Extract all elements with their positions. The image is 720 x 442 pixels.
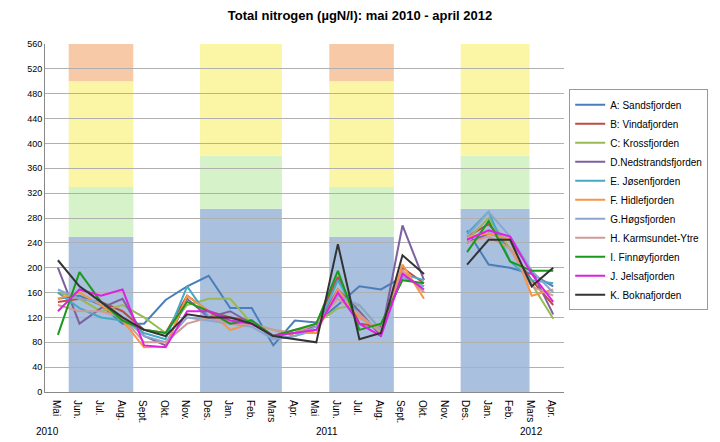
svg-text:Sept.: Sept. xyxy=(137,400,148,423)
svg-text:Jan.: Jan. xyxy=(223,400,234,419)
svg-text:Feb.: Feb. xyxy=(245,400,256,420)
svg-text:Jun.: Jun. xyxy=(72,400,83,419)
svg-text:I. Finnøyfjorden: I. Finnøyfjorden xyxy=(610,252,679,263)
svg-text:H. Karmsundet-Ytre: H. Karmsundet-Ytre xyxy=(610,233,699,244)
svg-text:F. Hidlefjorden: F. Hidlefjorden xyxy=(610,195,674,206)
svg-text:Feb.: Feb. xyxy=(503,400,514,420)
svg-text:200: 200 xyxy=(27,263,42,273)
svg-text:520: 520 xyxy=(27,64,42,74)
svg-text:Jul.: Jul. xyxy=(94,400,105,416)
svg-text:Jun.: Jun. xyxy=(331,400,342,419)
svg-text:40: 40 xyxy=(32,362,42,372)
svg-text:2010: 2010 xyxy=(36,426,59,437)
svg-text:Des.: Des. xyxy=(460,400,471,421)
svg-text:120: 120 xyxy=(27,313,42,323)
svg-text:Mars: Mars xyxy=(266,400,277,422)
svg-text:A: Sandsfjorden: A: Sandsfjorden xyxy=(610,100,681,111)
svg-text:Jul.: Jul. xyxy=(352,400,363,416)
svg-text:Aug.: Aug. xyxy=(374,400,385,421)
svg-text:Apr.: Apr. xyxy=(546,400,557,418)
svg-text:160: 160 xyxy=(27,288,42,298)
svg-text:440: 440 xyxy=(27,114,42,124)
svg-text:480: 480 xyxy=(27,89,42,99)
svg-text:Nov.: Nov. xyxy=(439,400,450,420)
svg-text:2011: 2011 xyxy=(316,426,338,437)
svg-text:0: 0 xyxy=(37,387,42,397)
svg-text:Nov.: Nov. xyxy=(180,400,191,420)
svg-text:Total nitrogen (µgN/l): mai 20: Total nitrogen (µgN/l): mai 2010 - april… xyxy=(228,8,492,23)
svg-text:D.Nedstrandsfjorden: D.Nedstrandsfjorden xyxy=(610,157,702,168)
svg-text:560: 560 xyxy=(27,39,42,49)
svg-text:E. Jøsenfjorden: E. Jøsenfjorden xyxy=(610,176,680,187)
svg-text:280: 280 xyxy=(27,213,42,223)
svg-text:360: 360 xyxy=(27,163,42,173)
svg-text:Mai: Mai xyxy=(309,400,320,416)
svg-text:C: Krossfjorden: C: Krossfjorden xyxy=(610,138,679,149)
svg-text:Jan.: Jan. xyxy=(482,400,493,419)
svg-text:Apr.: Apr. xyxy=(288,400,299,418)
svg-text:Mai: Mai xyxy=(51,400,62,416)
svg-text:Mars: Mars xyxy=(525,400,536,422)
svg-text:Okt.: Okt. xyxy=(159,400,170,418)
svg-text:80: 80 xyxy=(32,337,42,347)
svg-text:Sept.: Sept. xyxy=(395,400,406,423)
svg-text:240: 240 xyxy=(27,238,42,248)
svg-text:Aug.: Aug. xyxy=(116,400,127,421)
svg-text:G.Høgsfjorden: G.Høgsfjorden xyxy=(610,214,675,225)
svg-text:K. Boknafjorden: K. Boknafjorden xyxy=(610,290,681,301)
svg-text:B: Vindafjorden: B: Vindafjorden xyxy=(610,119,678,130)
svg-text:2012: 2012 xyxy=(520,426,543,437)
svg-text:320: 320 xyxy=(27,188,42,198)
svg-text:J. Jelsafjorden: J. Jelsafjorden xyxy=(610,271,674,282)
svg-text:Okt.: Okt. xyxy=(417,400,428,418)
svg-text:400: 400 xyxy=(27,139,42,149)
svg-text:Des.: Des. xyxy=(202,400,213,421)
